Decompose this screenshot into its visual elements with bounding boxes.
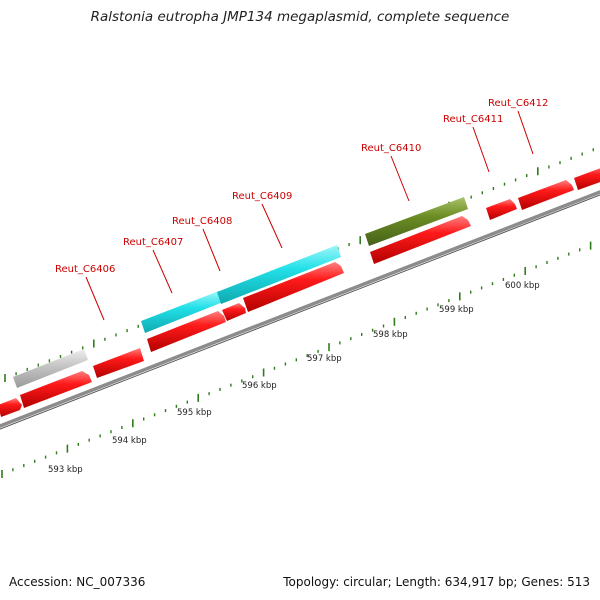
- genes-count-text: Genes: 513: [521, 575, 590, 589]
- gene-label-leader: [517, 110, 534, 155]
- gene-label-leader: [472, 126, 490, 173]
- topology-text: Topology: circular;: [283, 575, 392, 589]
- gene-label[interactable]: Reut_C6406: [55, 264, 115, 275]
- sequence-summary: Topology: circular; Length: 634,917 bp; …: [283, 575, 590, 589]
- gene-label[interactable]: Reut_C6411: [443, 114, 503, 125]
- kbp-label: 593 kbp: [48, 465, 83, 475]
- kbp-scale-ticks: [1, 241, 592, 478]
- gene-arrow[interactable]: [0, 398, 22, 417]
- gene-label[interactable]: Reut_C6412: [488, 98, 548, 109]
- gene-label-leaders: [85, 110, 534, 321]
- feature-cyan-block-2[interactable]: [217, 245, 341, 304]
- gene-label-leader: [390, 155, 410, 202]
- gene-label[interactable]: Reut_C6409: [232, 191, 292, 202]
- gene-arrow[interactable]: [370, 216, 471, 264]
- kbp-label: 595 kbp: [177, 408, 212, 418]
- kbp-label: 596 kbp: [242, 381, 277, 391]
- gene-label-leader: [85, 276, 105, 321]
- gene-arrow[interactable]: [222, 303, 246, 321]
- length-text: Length: 634,917 bp;: [395, 575, 518, 589]
- feature-olive-block[interactable]: [365, 197, 468, 246]
- gene-arrow[interactable]: [20, 371, 92, 408]
- feature-cyan-block-1[interactable]: [141, 291, 223, 333]
- gene-label[interactable]: Reut_C6408: [172, 216, 232, 227]
- gene-label-leader: [261, 203, 283, 249]
- gene-label-leader: [202, 228, 221, 272]
- gene-track: [0, 166, 600, 417]
- gene-label-leader: [152, 249, 173, 294]
- kbp-label: 598 kbp: [373, 330, 408, 340]
- gene-arrow[interactable]: [93, 348, 144, 378]
- kbp-label: 597 kbp: [307, 354, 342, 364]
- gene-labels: Reut_C6406 Reut_C6407 Reut_C6408 Reut_C6409…: [55, 98, 548, 275]
- kbp-label: 600 kbp: [505, 281, 540, 291]
- gene-arrow[interactable]: [243, 262, 344, 312]
- backbone-line: [0, 190, 600, 428]
- feature-track: [13, 197, 468, 388]
- gene-label[interactable]: Reut_C6407: [123, 237, 183, 248]
- gene-arrow[interactable]: [486, 199, 517, 220]
- kbp-label: 599 kbp: [439, 305, 474, 315]
- gene-arrow[interactable]: [574, 166, 600, 190]
- kbp-labels: 593 kbp 594 kbp 595 kbp 596 kbp 597 kbp 598 k…: [48, 281, 540, 475]
- map-title: Ralstonia eutropha JMP134 megaplasmid, c…: [90, 9, 510, 25]
- accession-text: Accession: NC_007336: [9, 575, 146, 589]
- gene-label[interactable]: Reut_C6410: [361, 143, 421, 154]
- gene-arrow[interactable]: [147, 311, 226, 352]
- backbone-shadow: [0, 194, 600, 430]
- kbp-label: 594 kbp: [112, 436, 147, 446]
- feature-gray-block[interactable]: [13, 349, 88, 388]
- gene-arrow[interactable]: [518, 180, 574, 210]
